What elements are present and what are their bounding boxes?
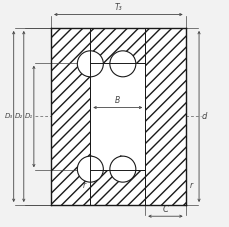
Text: C: C — [162, 205, 168, 214]
Text: r: r — [189, 181, 192, 190]
Text: D₁: D₁ — [25, 114, 33, 119]
Bar — [90, 170, 145, 205]
Text: B: B — [115, 96, 120, 105]
Text: d: d — [200, 112, 206, 121]
Text: T₃: T₃ — [114, 3, 122, 12]
Circle shape — [77, 51, 103, 77]
Text: r₁: r₁ — [88, 154, 94, 160]
Text: r₁: r₁ — [118, 154, 124, 160]
Bar — [51, 28, 90, 205]
Text: D₃: D₃ — [4, 114, 13, 119]
Bar — [90, 63, 145, 170]
Bar — [145, 28, 185, 205]
Circle shape — [109, 156, 135, 182]
Circle shape — [109, 51, 135, 77]
Bar — [90, 28, 145, 63]
Circle shape — [77, 156, 103, 182]
Text: D₂: D₂ — [14, 114, 23, 119]
Text: r: r — [83, 181, 86, 190]
